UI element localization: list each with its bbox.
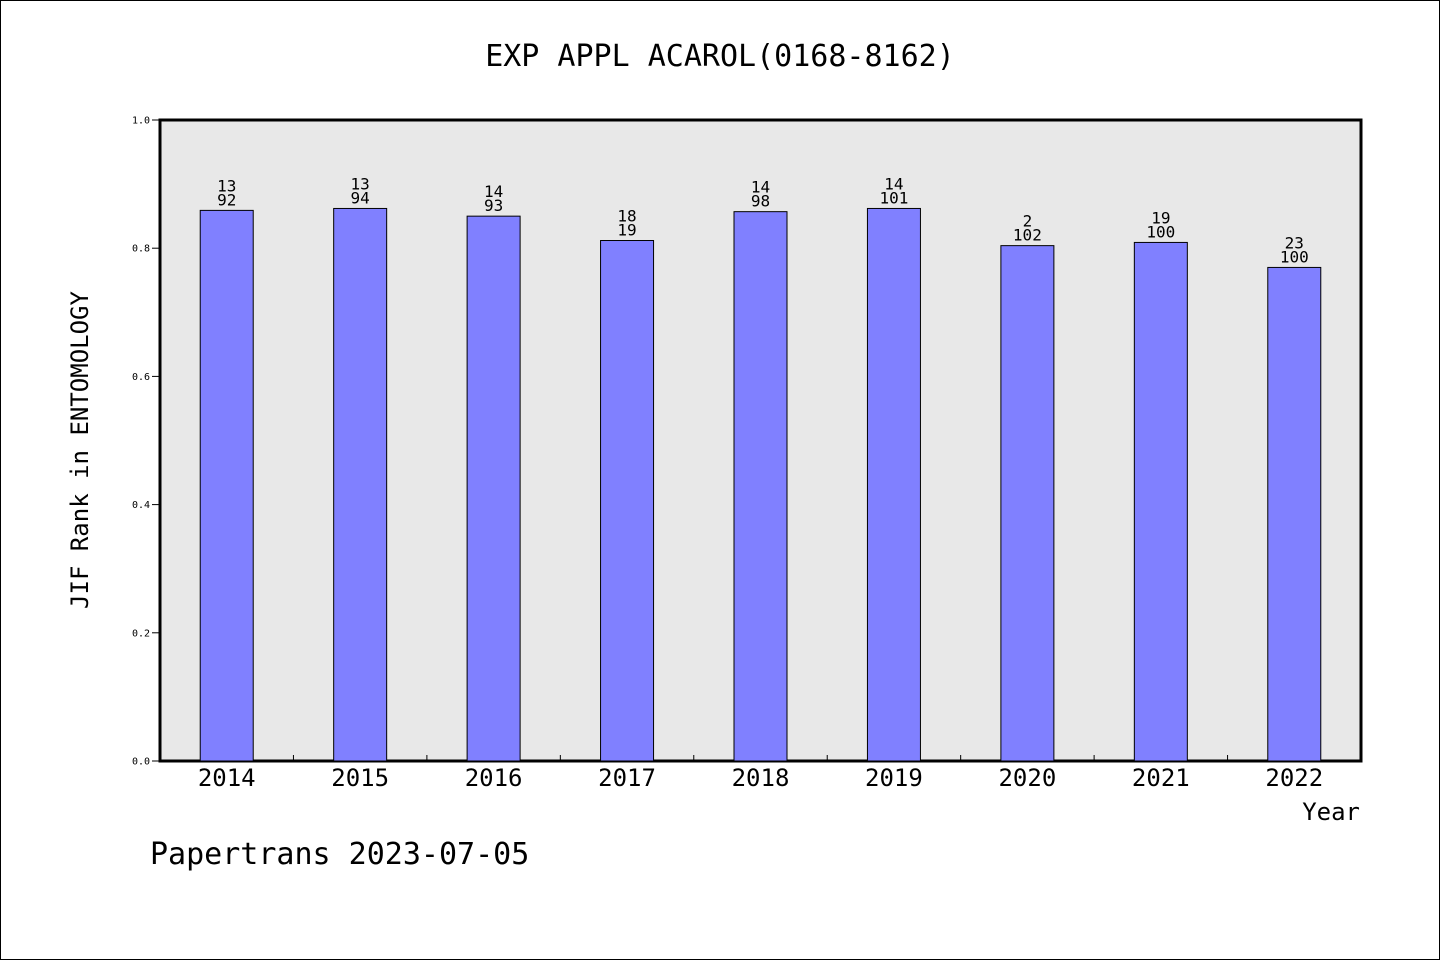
x-tick-label-2022: 2022 <box>1265 764 1323 792</box>
x-tick-label-2014: 2014 <box>198 764 256 792</box>
y-tick-label: 0.8 <box>132 244 150 255</box>
bar-2016 <box>466 215 521 762</box>
bar-total-label-2021: 100 <box>1146 222 1175 241</box>
chart-title: EXP APPL ACAROL(0168-8162) <box>485 39 955 74</box>
bar-total-label-2019: 101 <box>879 188 908 207</box>
bar-total-label-2016: 93 <box>484 196 503 215</box>
x-tick-label-2017: 2017 <box>598 764 656 792</box>
bar-2014 <box>199 209 254 762</box>
y-tick-label: 1.0 <box>132 116 150 127</box>
bar-rank-label-2022: 23 <box>1285 233 1304 252</box>
footer-credit: Papertrans 2023-07-05 <box>150 837 529 872</box>
bar-total-label-2018: 98 <box>751 192 770 211</box>
x-tick-label-2015: 2015 <box>331 764 389 792</box>
bar-rank-label-2018: 14 <box>751 178 770 197</box>
x-tick-label-2020: 2020 <box>998 764 1056 792</box>
bar-2019 <box>866 207 921 762</box>
x-tick-label-2021: 2021 <box>1132 764 1190 792</box>
bar-rank-label-2019: 14 <box>884 174 903 193</box>
bar-total-label-2017: 19 <box>617 221 636 240</box>
bar-total-label-2014: 92 <box>217 190 236 209</box>
bar-2015 <box>333 207 388 762</box>
bar-2020 <box>1000 245 1055 762</box>
y-axis-title: JIF Rank in ENTOMOLOGY <box>66 291 94 609</box>
y-tick-label: 0.0 <box>132 757 150 768</box>
bar-rank-label-2020: 2 <box>1023 212 1033 231</box>
bar-2022 <box>1267 266 1322 762</box>
bar-total-label-2015: 94 <box>351 188 370 207</box>
bars-group <box>199 207 1322 762</box>
x-tick-label-2016: 2016 <box>465 764 523 792</box>
y-tick-label: 0.2 <box>132 628 150 639</box>
y-tick-label: 0.6 <box>132 372 150 383</box>
x-axis-title: Year <box>1302 798 1360 826</box>
x-tick-label-2018: 2018 <box>732 764 790 792</box>
bar-rank-label-2021: 19 <box>1151 208 1170 227</box>
bar-rank-label-2014: 13 <box>217 176 236 195</box>
y-tick-label: 0.4 <box>132 500 150 511</box>
bar-2018 <box>733 211 788 762</box>
x-tick-label-2019: 2019 <box>865 764 923 792</box>
bar-2021 <box>1133 241 1188 762</box>
bar-rank-label-2017: 18 <box>617 207 636 226</box>
x-axis: 2014 2015 2016 2017 2018 2019 2020 2021 2022 <box>198 755 1323 792</box>
bar-total-label-2020: 102 <box>1013 226 1042 245</box>
bar-rank-label-2016: 14 <box>484 182 503 201</box>
y-axis: 0.0 0.2 0.4 0.6 0.8 1.0 <box>132 116 160 768</box>
bar-2017 <box>600 240 655 762</box>
bar-rank-label-2015: 13 <box>351 174 370 193</box>
bar-total-label-2022: 100 <box>1280 247 1309 266</box>
